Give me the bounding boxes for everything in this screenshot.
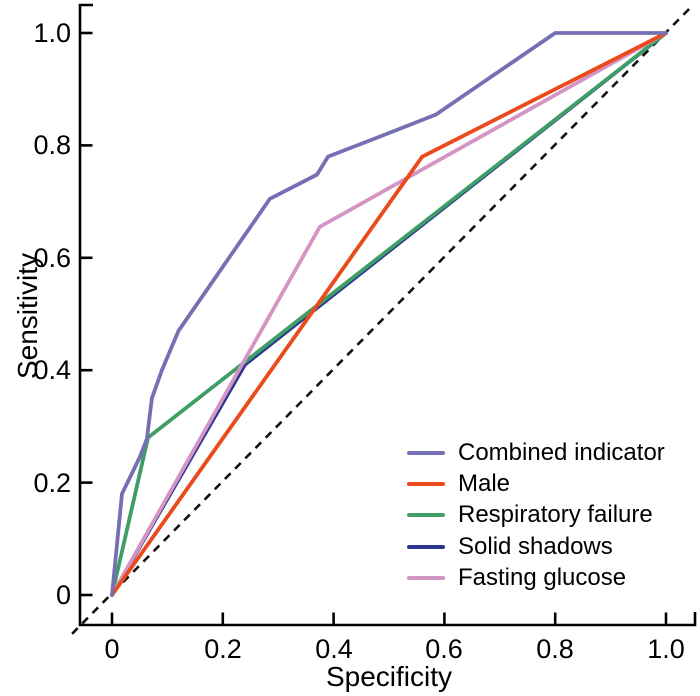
legend-item-combined-indicator: Combined indicator <box>407 437 665 468</box>
series-line-male <box>110 31 668 597</box>
legend-swatch-solid-shadows <box>407 544 445 549</box>
y-tick-label: 0.2 <box>33 468 71 498</box>
y-tick-label: 0.4 <box>33 355 71 385</box>
legend-label: Male <box>458 470 511 498</box>
legend-item-male: Male <box>407 468 665 499</box>
legend-label: Respiratory failure <box>458 501 653 529</box>
x-tick-label: 1.0 <box>647 634 685 664</box>
legend-item-solid-shadows: Solid shadows <box>407 531 665 562</box>
y-tick-label: 1.0 <box>33 18 71 48</box>
legend: Combined indicator Male Respiratory fail… <box>407 437 665 594</box>
x-tick-label: 0.4 <box>315 634 353 664</box>
x-tick-label: 0.8 <box>536 634 574 664</box>
legend-label: Fasting glucose <box>458 564 627 592</box>
x-tick-label: 0 <box>104 634 120 664</box>
legend-label: Solid shadows <box>458 532 613 560</box>
series-line-fasting-glucose <box>110 31 668 597</box>
legend-swatch-respiratory-failure <box>407 513 445 518</box>
legend-item-respiratory-failure: Respiratory failure <box>407 500 665 531</box>
y-tick-label: 0.6 <box>33 243 71 273</box>
legend-swatch-fasting-glucose <box>407 576 445 581</box>
y-tick-label: 0.8 <box>33 130 71 160</box>
legend-label: Combined indicator <box>458 438 665 466</box>
legend-swatch-combined-indicator <box>407 450 445 455</box>
x-tick-label: 0.2 <box>204 634 242 664</box>
y-axis-title: Sensitivity <box>12 252 43 380</box>
y-tick-label: 0 <box>55 580 71 610</box>
series-line-combined-indicator <box>110 31 668 597</box>
legend-item-fasting-glucose: Fasting glucose <box>407 563 665 594</box>
axes-spines <box>78 3 697 627</box>
legend-swatch-male <box>407 482 445 487</box>
x-tick-label: 0.6 <box>425 634 463 664</box>
x-axis-title: Specificity <box>325 661 453 692</box>
reference-diagonal-line <box>71 5 693 635</box>
